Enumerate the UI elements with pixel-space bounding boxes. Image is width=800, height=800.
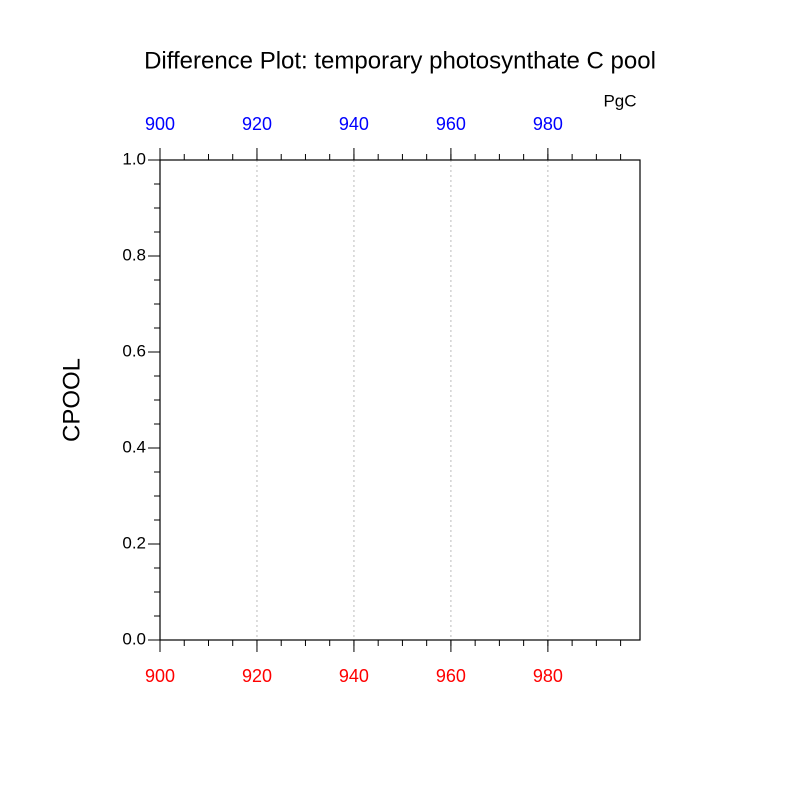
x2-tick-label: 900 [145, 114, 175, 134]
plot-frame [159, 159, 641, 641]
y-axis-label: CPOOL [58, 358, 85, 442]
y-tick-label: 0.0 [122, 629, 146, 648]
x2-tick-label: 980 [533, 114, 563, 134]
y-tick-label: 0.2 [122, 533, 146, 552]
x-tick-label: 920 [242, 666, 272, 686]
y-tick-label: 1.0 [122, 149, 146, 168]
x-tick-label: 900 [145, 666, 175, 686]
x-tick-label: 940 [339, 666, 369, 686]
x-tick-label: 980 [533, 666, 563, 686]
chart-title: Difference Plot: temporary photosynthate… [144, 47, 656, 74]
x2-tick-label: 920 [242, 114, 272, 134]
y-tick-label: 0.6 [122, 341, 146, 360]
units-label: PgC [603, 91, 636, 110]
y-tick-label: 0.8 [122, 245, 146, 264]
y-tick-label: 0.4 [122, 437, 146, 456]
x2-tick-label: 960 [436, 114, 466, 134]
x2-tick-label: 940 [339, 114, 369, 134]
x-tick-label: 960 [436, 666, 466, 686]
